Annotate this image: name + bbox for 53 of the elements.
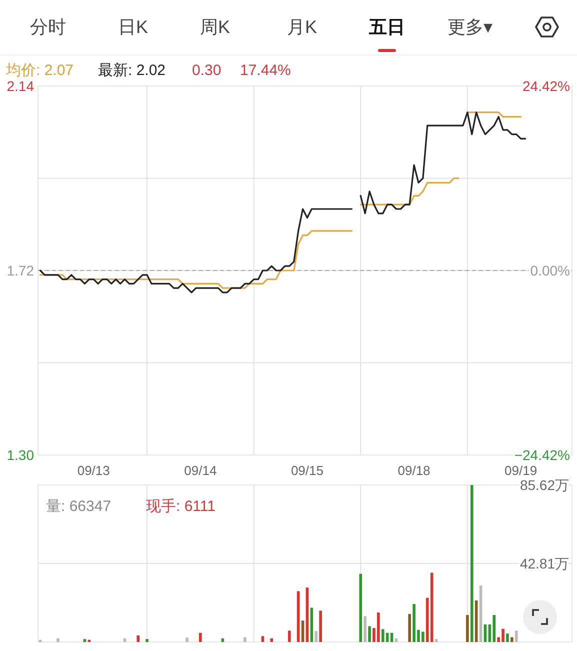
- bar: [136, 635, 140, 642]
- text: 0.30: [192, 62, 222, 79]
- bar: [270, 638, 274, 642]
- y-tick-label: 42.81万: [520, 556, 569, 572]
- bar: [146, 639, 148, 642]
- x-tick-label: 09/18: [398, 463, 430, 478]
- bar: [319, 610, 322, 642]
- text: 日K: [118, 17, 148, 37]
- y-tick-label: 2.14: [6, 78, 34, 94]
- text: 均价: 2.07: [5, 62, 74, 79]
- text: 更多▾: [448, 17, 492, 37]
- bar: [56, 638, 60, 642]
- bar: [83, 639, 86, 642]
- text: 五日: [368, 17, 405, 37]
- text: 分时: [30, 17, 66, 37]
- bar: [408, 614, 411, 642]
- y2-tick-label: 24.42%: [522, 78, 570, 94]
- bar: [470, 485, 474, 642]
- bar: [310, 608, 314, 642]
- text: 月K: [286, 17, 318, 37]
- bar: [381, 629, 384, 642]
- bar: [466, 615, 469, 642]
- bar: [514, 630, 518, 642]
- x-tick-label: 09/15: [290, 463, 324, 478]
- annotation: 量: 66347: [46, 498, 112, 515]
- bar: [430, 572, 434, 642]
- bar: [368, 626, 371, 642]
- bar: [186, 638, 188, 642]
- y2-tick-label: 0.00%: [530, 262, 570, 278]
- bar: [510, 637, 514, 642]
- bar: [506, 634, 509, 642]
- bar: [288, 630, 291, 642]
- y-tick-label: 1.72: [6, 262, 34, 278]
- x-tick-label: 09/19: [504, 463, 538, 478]
- bar: [314, 631, 318, 642]
- bar: [359, 574, 362, 642]
- bar: [244, 637, 246, 642]
- x-tick-label: 09/13: [77, 463, 110, 478]
- y-tick-label: 1.30: [6, 447, 34, 463]
- x-tick-label: 09/14: [184, 463, 217, 478]
- bar: [492, 615, 496, 642]
- bar: [296, 591, 300, 642]
- bar: [364, 616, 366, 642]
- bar: [301, 620, 304, 642]
- bar: [434, 639, 438, 642]
- bar: [261, 636, 264, 642]
- text: 周K: [200, 17, 230, 37]
- text: 最新: 2.02: [98, 62, 166, 79]
- y2-tick-label: −24.42%: [514, 447, 570, 463]
- y-tick-label: 85.62万: [520, 477, 569, 493]
- text: 17.44%: [240, 62, 291, 79]
- bar: [199, 632, 202, 642]
- annotation: 现手: 6111: [146, 498, 216, 515]
